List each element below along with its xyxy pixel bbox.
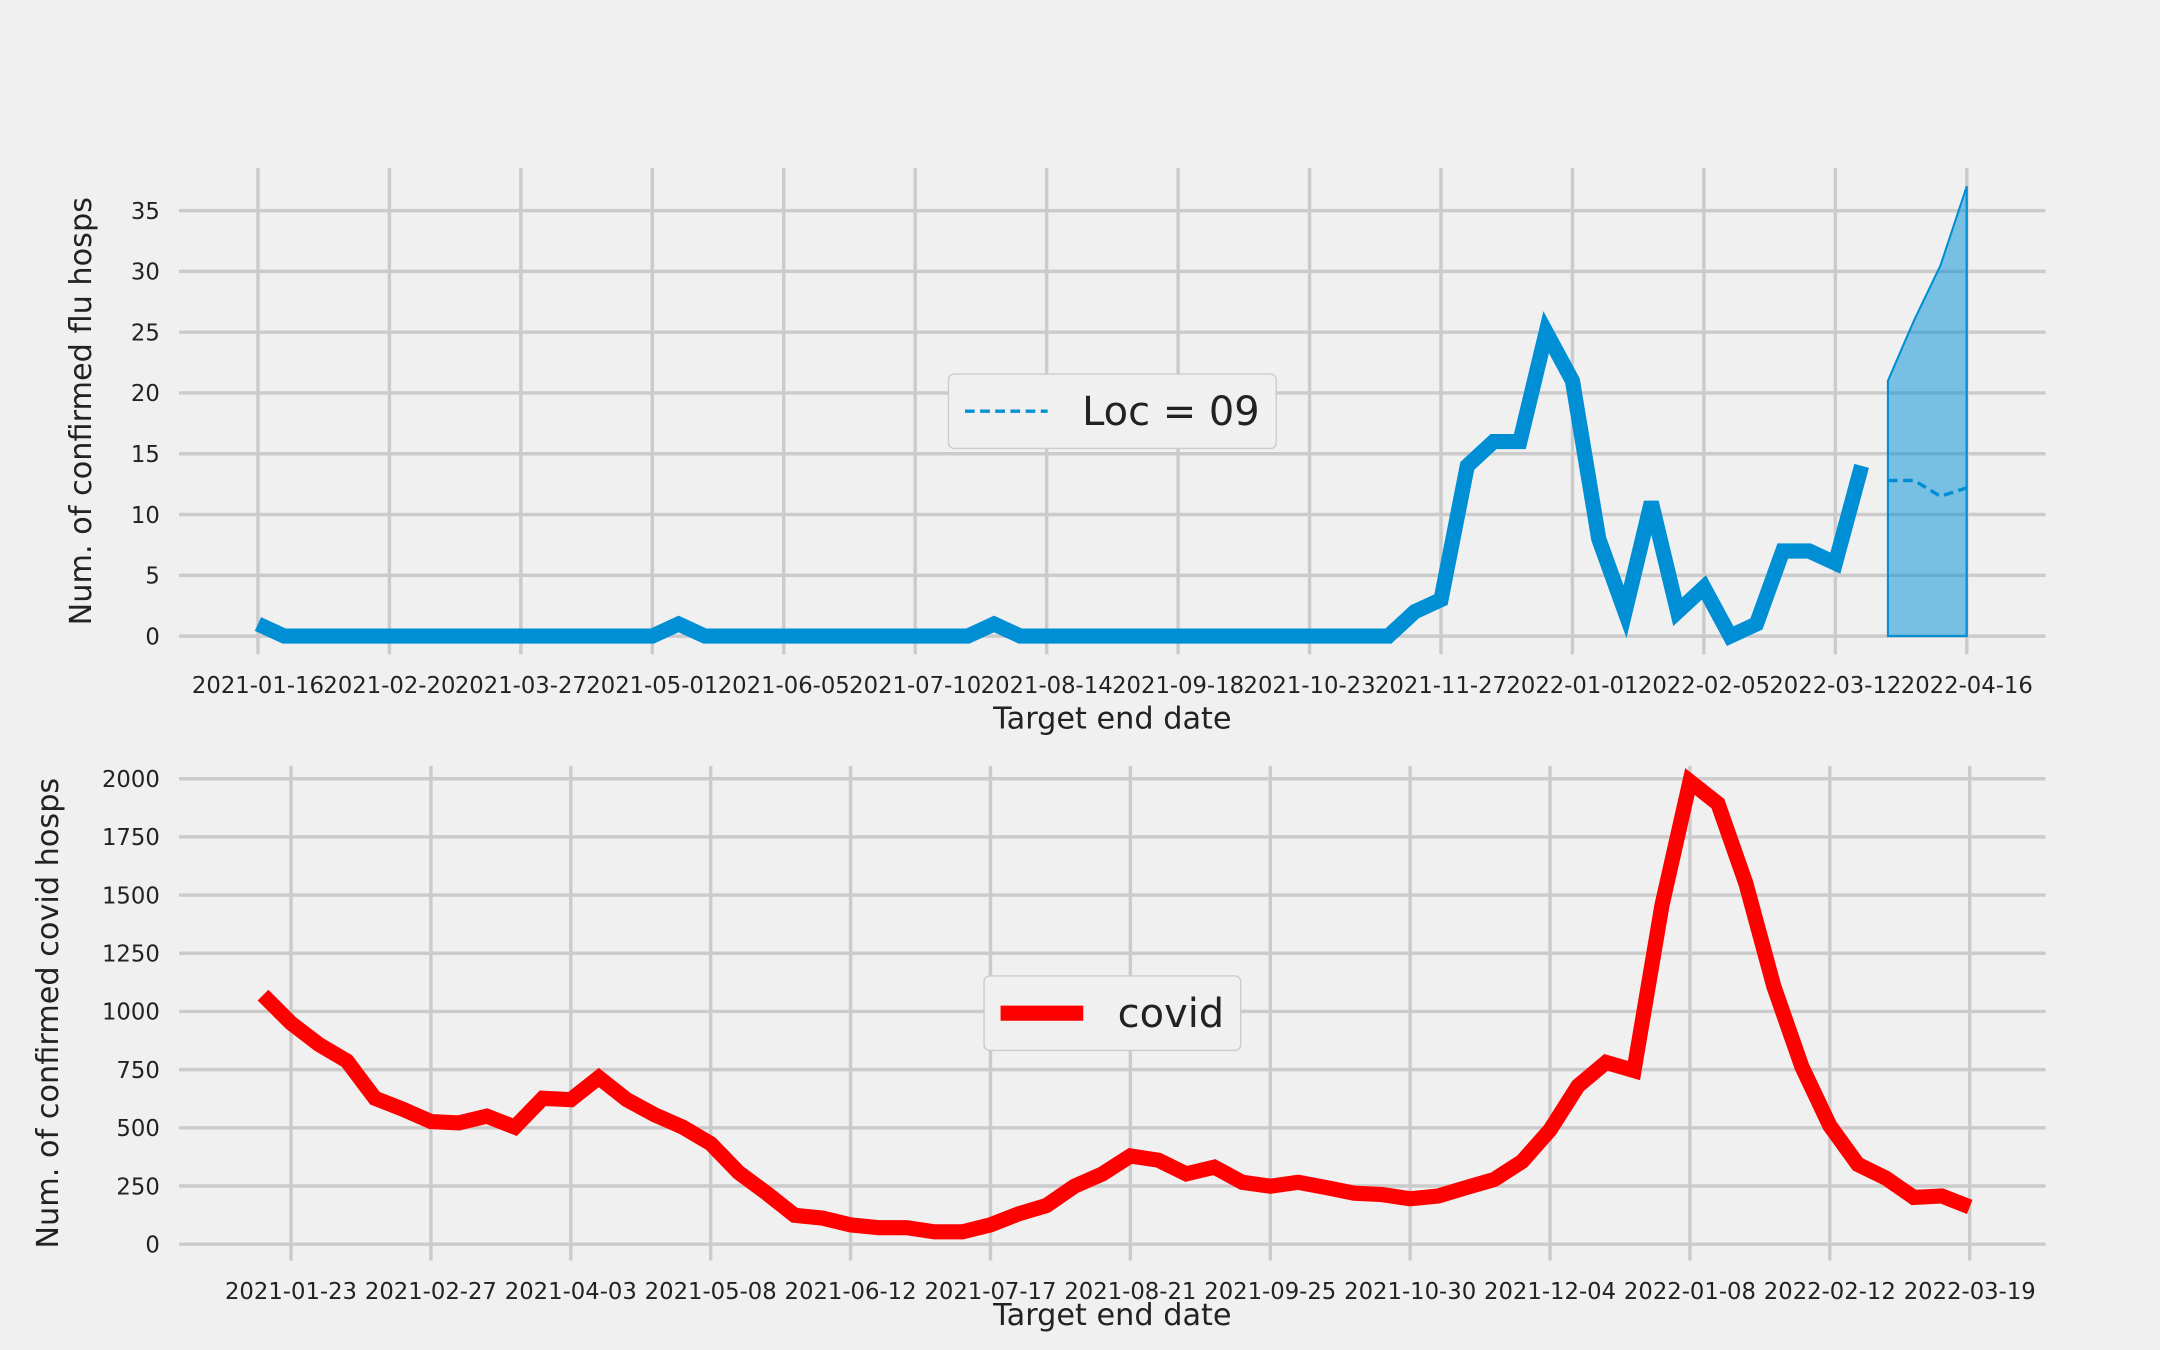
y-tick-label: 1500 xyxy=(102,883,160,909)
x-tick-label: 2022-02-12 xyxy=(1764,1279,1896,1305)
x-tick-label: 2021-11-27 xyxy=(1375,673,1507,699)
y-tick-label: 500 xyxy=(116,1116,159,1142)
y-tick-label: 30 xyxy=(131,260,160,286)
x-axis-label: Target end date xyxy=(992,702,1231,737)
y-tick-label: 10 xyxy=(131,503,160,529)
x-tick-label: 2021-07-10 xyxy=(849,673,981,699)
y-tick-label: 25 xyxy=(131,320,160,346)
y-tick-label: 0 xyxy=(145,1232,159,1258)
x-tick-label: 2022-02-05 xyxy=(1638,673,1770,699)
x-tick-label: 2021-02-27 xyxy=(365,1279,497,1305)
x-tick-label: 2022-03-12 xyxy=(1769,673,1901,699)
x-tick-label: 2022-04-16 xyxy=(1901,673,2033,699)
y-tick-label: 1250 xyxy=(102,942,160,968)
x-tick-label: 2021-10-30 xyxy=(1344,1279,1476,1305)
axes: 0 250 500 750 1000 1250 1500 1750 2000 2021-01-23… xyxy=(31,765,2046,1333)
x-tick-label: 2021-05-08 xyxy=(645,1279,777,1305)
legend-box xyxy=(947,373,1277,450)
x-tick-label: 2021-10-23 xyxy=(1244,673,1376,699)
x-tick-label: 2021-01-23 xyxy=(225,1279,357,1305)
y-tick-label: 250 xyxy=(116,1174,159,1200)
x-tick-label: 2021-09-25 xyxy=(1204,1279,1336,1305)
x-tick-label: 2021-06-12 xyxy=(785,1279,917,1305)
y-tick-label: 1000 xyxy=(102,1000,160,1026)
x-tick-label: 2021-09-18 xyxy=(1112,673,1244,699)
x-tick-label: 2021-07-17 xyxy=(924,1279,1056,1305)
y-tick-label: 1750 xyxy=(102,825,160,851)
y-axis-label: Num. of confirmed covid hosps xyxy=(31,778,66,1249)
y-tick-label: 15 xyxy=(131,442,160,468)
x-tick-label: 2021-01-16 xyxy=(192,673,324,699)
y-tick-label: 750 xyxy=(116,1058,159,1084)
x-tick-label: 2022-01-08 xyxy=(1624,1279,1756,1305)
legend-label: Loc = 09 xyxy=(1082,389,1260,435)
legend-box xyxy=(983,975,1242,1052)
x-tick-label: 2021-12-04 xyxy=(1484,1279,1616,1305)
x-tick-label: 2021-06-05 xyxy=(718,673,850,699)
series-line xyxy=(254,311,1869,646)
forecast-band xyxy=(1886,185,1968,638)
x-tick-label: 2021-08-14 xyxy=(981,673,1113,699)
y-tick-label: 0 xyxy=(145,624,159,650)
x-tick-label: 2021-02-20 xyxy=(323,673,455,699)
x-tick-label: 2022-01-01 xyxy=(1506,673,1638,699)
y-tick-label: 5 xyxy=(145,564,159,590)
legend-label: covid xyxy=(1118,991,1224,1037)
legend: covid xyxy=(983,975,1242,1052)
y-axis-label: Num. of confirmed flu hosps xyxy=(64,197,99,625)
x-tick-label: 2021-05-01 xyxy=(586,673,718,699)
legend: Loc = 09 xyxy=(947,373,1277,450)
x-tick-label: 2021-08-21 xyxy=(1064,1279,1196,1305)
y-tick-label: 35 xyxy=(131,199,160,225)
x-tick-label: 2021-03-27 xyxy=(455,673,587,699)
y-tick-label: 20 xyxy=(131,381,160,407)
series-line xyxy=(257,768,1973,1240)
x-axis-label: Target end date xyxy=(992,1298,1231,1333)
y-tick-label: 2000 xyxy=(102,767,160,793)
x-tick-label: 2021-04-03 xyxy=(505,1279,637,1305)
x-tick-label: 2022-03-19 xyxy=(1904,1279,2036,1305)
